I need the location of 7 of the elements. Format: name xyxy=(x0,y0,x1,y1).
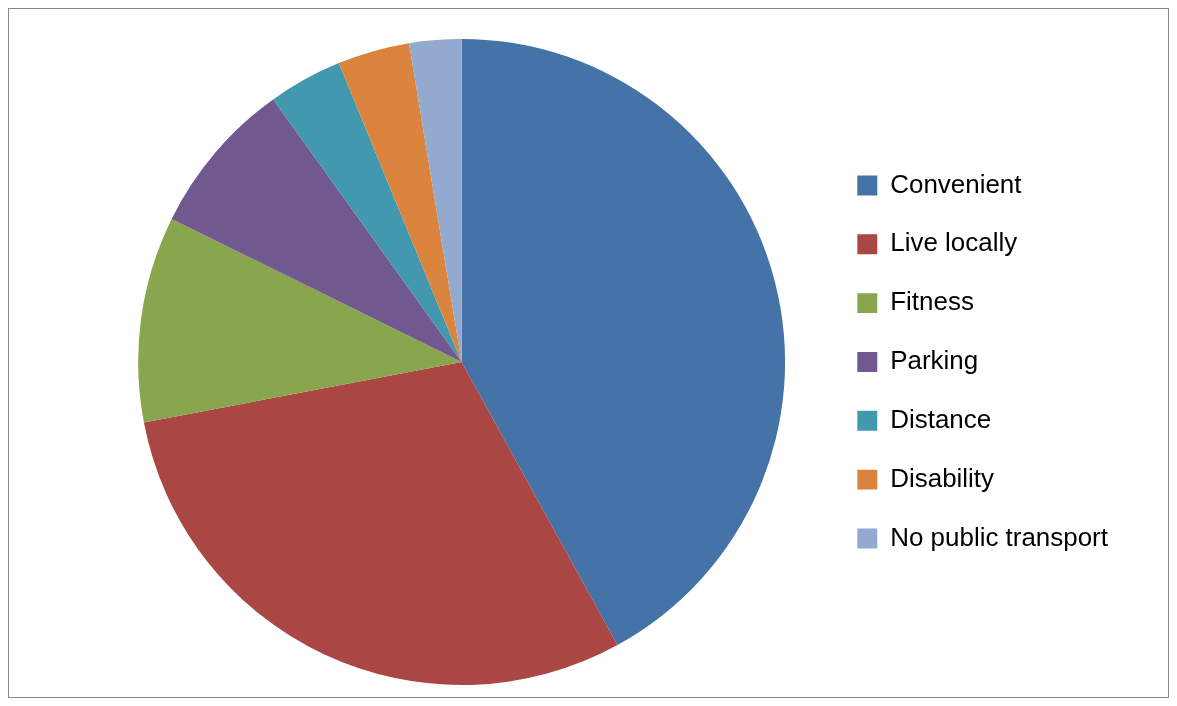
legend-label: Distance xyxy=(890,404,992,433)
legend-label: Disability xyxy=(890,463,995,492)
legend-label: Parking xyxy=(890,346,979,375)
legend-label: No public transport xyxy=(890,522,1109,551)
legend-label: Fitness xyxy=(890,287,974,316)
legend-label: Live locally xyxy=(890,228,1018,257)
legend-label: Convenient xyxy=(890,169,1023,198)
